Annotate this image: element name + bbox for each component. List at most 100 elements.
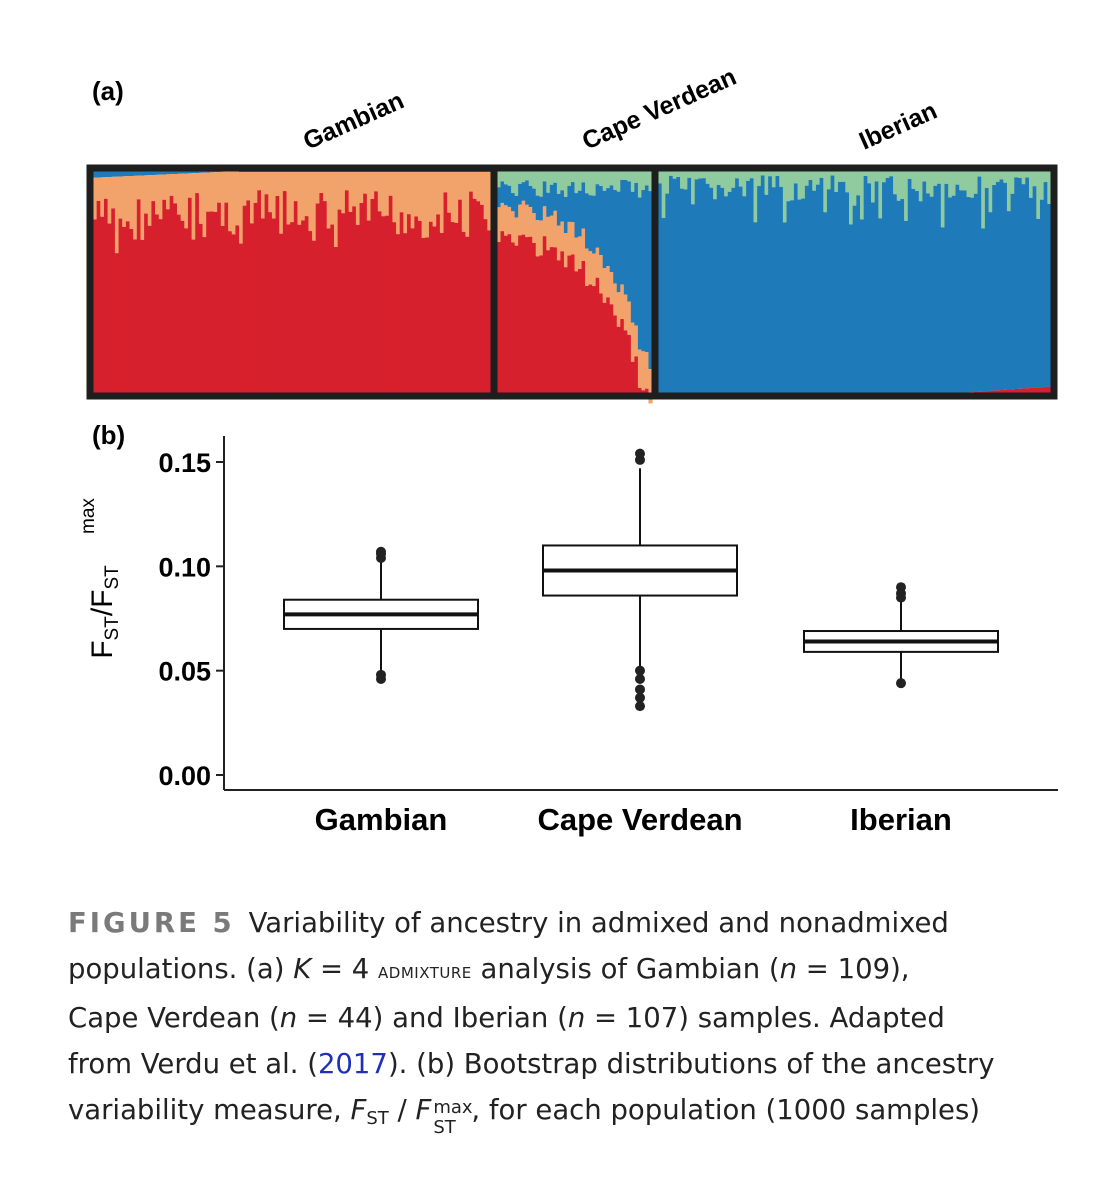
admixture-segment — [425, 172, 430, 238]
admixture-segment — [469, 171, 474, 173]
admixture-segment — [235, 225, 240, 393]
admixture-segment — [995, 390, 1001, 393]
admixture-segment — [563, 233, 569, 268]
admixture-segment — [187, 197, 193, 393]
admixture-segment — [808, 179, 813, 393]
admixture-segment — [804, 185, 810, 393]
admixture-segment — [377, 171, 383, 173]
admixture-segment — [96, 171, 101, 178]
admixture-segment — [937, 183, 942, 393]
admixture-segment — [497, 171, 502, 188]
admixture-segment — [999, 171, 1004, 180]
admixture-segment — [454, 171, 459, 173]
admixture-segment — [616, 171, 621, 192]
admixture-segment — [1017, 388, 1023, 393]
admixture-segment — [882, 182, 887, 393]
admixture-segment — [539, 196, 544, 221]
admixture-segment — [944, 183, 949, 393]
boxplot-gambian — [283, 546, 479, 685]
reference-link-2017[interactable]: 2017 — [317, 1048, 388, 1080]
admixture-segment — [973, 171, 979, 194]
admixture-segment — [929, 171, 935, 197]
admixture-segment — [574, 193, 579, 238]
admixture-segment — [407, 172, 412, 215]
admixture-segment — [1010, 171, 1015, 194]
admixture-segment — [592, 286, 597, 393]
admixture-segment — [158, 171, 163, 175]
admixture-segment — [731, 187, 736, 393]
admixture-segment — [620, 171, 625, 180]
admixture-segment — [623, 294, 628, 331]
admixture-segment — [198, 171, 204, 173]
admixture-segment — [648, 369, 653, 404]
admixture-segment — [637, 171, 643, 198]
admixture-segment — [469, 191, 474, 393]
admixture-segment — [428, 221, 434, 393]
admixture-segment — [155, 174, 160, 215]
admixture-segment — [352, 172, 357, 207]
admixture-segment — [315, 203, 320, 393]
admixture-segment — [308, 171, 313, 173]
admixture-segment — [627, 334, 632, 393]
admixture-segment — [578, 236, 583, 269]
admixture-segment — [841, 171, 846, 182]
admixture-segment — [542, 206, 547, 237]
admixture-segment — [680, 171, 685, 189]
admixture-segment — [815, 184, 821, 393]
admixture-segment — [450, 171, 456, 173]
admixture-segment — [542, 236, 547, 393]
admixture-segment — [432, 171, 437, 173]
admixture-segment — [337, 209, 342, 393]
admixture-segment — [118, 171, 123, 177]
admixture-segment — [874, 171, 879, 182]
admixture-segment — [202, 171, 207, 173]
admixture-segment — [687, 177, 692, 393]
admixture-segment — [940, 227, 946, 393]
admixture-segment — [399, 212, 404, 393]
admixture-segment — [476, 201, 481, 393]
admixture-segment — [122, 226, 127, 393]
admixture-segment — [521, 200, 526, 235]
admixture-segment — [775, 175, 780, 393]
admixture-segment — [399, 171, 404, 173]
y-tick-label: 0.10 — [158, 552, 211, 582]
admixture-segment — [962, 190, 968, 393]
admixture-segment — [504, 205, 509, 236]
admixture-segment — [955, 184, 960, 393]
admixture-segment — [992, 390, 997, 393]
admixture-segment — [574, 237, 579, 272]
admixture-segment — [553, 182, 558, 211]
admixture-segment — [323, 201, 328, 393]
admixture-segment — [578, 171, 583, 191]
admixture-segment — [746, 171, 751, 181]
admixture-segment — [720, 187, 725, 393]
admixture-segment — [532, 213, 537, 243]
admixture-segment — [480, 171, 485, 173]
admixture-segment — [385, 215, 390, 393]
admixture-segment — [330, 224, 335, 393]
admixture-segment — [202, 237, 207, 393]
admixture-segment — [878, 218, 883, 393]
admixture-segment — [414, 171, 419, 173]
admixture-segment — [268, 172, 273, 213]
admixture-segment — [556, 260, 562, 393]
admixture-segment — [282, 171, 288, 173]
admixture-segment — [392, 222, 397, 393]
admixture-segment — [370, 198, 375, 393]
admixture-segment — [922, 181, 927, 393]
admixture-segment — [797, 199, 802, 393]
admixture-segment — [1043, 171, 1048, 183]
admixture-segment — [465, 236, 470, 393]
admixture-segment — [973, 391, 979, 393]
admixture-segment — [588, 284, 593, 393]
admixture-segment — [574, 271, 579, 393]
admixture-segment — [381, 172, 386, 217]
admixture-segment — [250, 171, 255, 173]
admixture-segment — [312, 172, 317, 241]
admixture-segment — [735, 178, 740, 393]
admixture-segment — [1047, 386, 1052, 393]
admixture-segment — [286, 172, 291, 225]
admixture-segment — [644, 185, 650, 353]
admixture-segment — [830, 171, 835, 176]
admixture-segment — [863, 171, 868, 176]
